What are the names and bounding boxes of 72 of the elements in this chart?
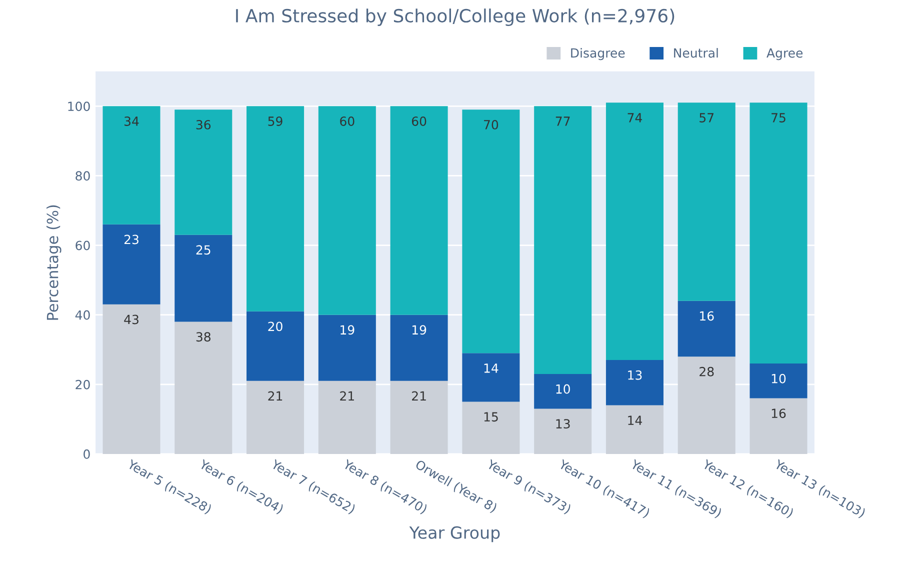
data-label: 13 [628, 370, 642, 380]
data-label: 74 [628, 113, 642, 122]
bar [462, 402, 520, 454]
data-label: 70 [484, 120, 498, 130]
data-label: 21 [268, 391, 282, 401]
data-label: 16 [700, 311, 714, 321]
bar [318, 314, 376, 381]
data-label: 59 [268, 116, 282, 126]
data-label: 75 [772, 113, 786, 122]
bar [390, 314, 448, 381]
data-label: 19 [340, 325, 354, 335]
legend-label: Neutral [674, 48, 718, 58]
x-axis-title: Year Group [409, 526, 500, 542]
bar [102, 106, 160, 224]
data-label: 57 [700, 113, 714, 122]
bar [678, 300, 736, 357]
y-tick-label: 60 [76, 240, 90, 250]
data-label: 10 [772, 374, 786, 384]
data-label: 19 [412, 325, 426, 335]
legend-label: Disagree [571, 48, 625, 60]
bar [174, 322, 232, 454]
data-label: 10 [556, 384, 570, 394]
chart-title: I Am Stressed by School/College Work (n=2,976) [236, 8, 674, 26]
data-label: 38 [196, 332, 210, 342]
bar [606, 360, 664, 406]
bar [534, 408, 592, 454]
bar [390, 106, 448, 315]
data-label: 16 [772, 408, 786, 418]
bar [318, 106, 376, 315]
data-label: 23 [124, 234, 138, 244]
bar [750, 364, 808, 398]
bar [606, 102, 664, 360]
y-tick-label: 0 [84, 449, 90, 459]
y-tick-label: 20 [76, 380, 90, 390]
y-tick-label: 40 [75, 310, 90, 320]
data-label: 15 [484, 412, 498, 422]
bar [246, 380, 304, 454]
data-label: 77 [556, 116, 570, 126]
data-label: 43 [124, 314, 138, 324]
bar [678, 356, 736, 454]
data-label: 20 [268, 322, 282, 332]
bar [534, 374, 592, 409]
bar [102, 304, 160, 454]
data-label: 14 [484, 364, 498, 373]
data-label: 13 [556, 419, 570, 429]
bar [462, 110, 520, 354]
data-label: 21 [412, 391, 426, 401]
data-label: 21 [340, 391, 354, 401]
bar [390, 380, 448, 454]
bar [534, 106, 592, 374]
bar [246, 106, 304, 312]
data-label: 28 [700, 366, 714, 376]
bar [678, 102, 736, 301]
data-label: 60 [412, 116, 426, 126]
y-tick-label: 100 [68, 102, 90, 112]
bar [750, 398, 808, 454]
bar [174, 110, 232, 235]
data-label: 36 [196, 120, 211, 130]
bar [102, 224, 160, 304]
bar [174, 234, 232, 322]
data-label: 14 [628, 416, 642, 425]
data-label: 25 [196, 245, 210, 255]
y-tick-label: 80 [76, 171, 90, 181]
bar [606, 405, 664, 454]
bar [462, 353, 520, 402]
data-label: 34 [124, 116, 139, 126]
bar [318, 380, 376, 454]
bar [246, 311, 304, 381]
bar [750, 102, 808, 364]
legend-label: Agree [766, 48, 803, 60]
y-axis-title: Percentage (%) [46, 205, 62, 320]
data-label: 60 [340, 116, 354, 126]
